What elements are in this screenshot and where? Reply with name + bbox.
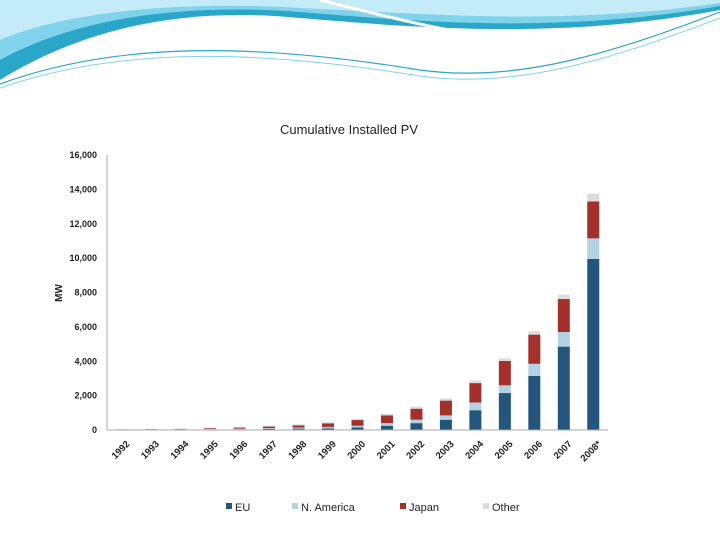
x-tick-label: 2002 (404, 439, 427, 462)
bar-segment-eu-2001 (380, 425, 393, 430)
bar-segment-japan-2000 (351, 420, 364, 426)
legend-swatch (400, 503, 406, 509)
bar-segment-eu-2002 (410, 423, 423, 430)
bar-segment-n-america-1999 (322, 426, 335, 429)
x-tick-label: 1999 (316, 439, 339, 462)
bar-segment-other-2004 (469, 380, 482, 384)
bar-segment-japan-2002 (410, 408, 423, 420)
x-tick-label: 1995 (198, 438, 221, 461)
bar-segment-eu-2005 (498, 393, 511, 430)
x-tick-label: 2000 (345, 439, 368, 462)
y-tick-label: 14,000 (69, 184, 97, 194)
legend-swatch (226, 503, 232, 509)
bar-segment-eu-2008 (587, 258, 600, 430)
x-tick-label: 2004 (463, 438, 486, 461)
bar-segment-n-america-2002 (410, 419, 423, 424)
bar-segment-n-america-2008 (587, 238, 600, 259)
bar-segment-other-1996 (233, 426, 246, 428)
y-tick-label: 12,000 (69, 219, 97, 229)
bar-segment-n-america-1995 (204, 428, 217, 430)
bar-segment-n-america-1998 (292, 427, 305, 429)
bar-segment-japan-2005 (498, 360, 511, 386)
y-tick-label: 6,000 (74, 322, 97, 332)
bar-segment-japan-2007 (557, 299, 570, 333)
bar-segment-other-1998 (292, 424, 305, 426)
y-tick-label: 8,000 (74, 288, 97, 298)
x-tick-label: 1994 (169, 438, 192, 461)
bar-segment-eu-2003 (439, 419, 452, 430)
bar-segment-n-america-2006 (528, 363, 541, 376)
bar-segment-eu-2004 (469, 410, 482, 430)
bar-segment-japan-2006 (528, 334, 541, 364)
bar-segment-n-america-2003 (439, 415, 452, 420)
x-tick-label: 2006 (522, 439, 545, 462)
bar-segment-eu-2007 (557, 346, 570, 430)
legend: EU N. America Japan Other (226, 502, 520, 514)
slide-header-swoosh (0, 0, 720, 89)
x-tick-label: 2008* (579, 439, 605, 465)
y-tick-label: 10,000 (69, 253, 97, 263)
legend-label: Japan (409, 502, 439, 514)
bar-segment-other-1997 (263, 425, 276, 427)
bar-segment-n-america-2001 (380, 423, 393, 426)
y-tick-label: 16,000 (69, 150, 97, 160)
x-tick-label: 2001 (375, 438, 398, 461)
bar-segment-eu-1997 (263, 428, 276, 430)
bar-segment-japan-1997 (263, 426, 276, 429)
bar-segment-japan-1995 (204, 428, 217, 429)
bar-segment-japan-2004 (469, 383, 482, 403)
y-ticks-group: 0 2,000 4,000 6,000 8,000 10,000 12,000 14,000 1… (69, 150, 97, 435)
y-axis-label: MW (54, 284, 65, 302)
bar-segment-japan-2008 (587, 201, 600, 239)
x-tick-label: 1998 (286, 439, 309, 462)
bar-segment-other-2005 (498, 358, 511, 361)
bar-segment-other-2000 (351, 418, 364, 421)
x-tick-label: 2005 (493, 438, 516, 461)
bar-segment-n-america-2004 (469, 402, 482, 411)
bar-segment-eu-1999 (322, 428, 335, 430)
bar-segment-other-1994 (174, 428, 187, 429)
x-tick-label: 2003 (434, 439, 457, 462)
bar-segment-japan-1999 (322, 423, 335, 427)
bar-segment-other-1999 (322, 422, 335, 424)
chart-title: Cumulative Installed PV (280, 122, 418, 137)
bar-segment-n-america-2000 (351, 425, 364, 428)
bar-segment-other-1995 (204, 427, 217, 429)
bars-group (115, 193, 600, 430)
x-tick-label: 1992 (110, 439, 133, 462)
legend-swatch (483, 503, 489, 509)
legend-label: EU (235, 502, 250, 514)
bar-segment-japan-2001 (380, 415, 393, 424)
bar-segment-other-2006 (528, 331, 541, 335)
bar-segment-eu-2000 (351, 427, 364, 430)
y-tick-label: 4,000 (74, 356, 97, 366)
bar-segment-japan-2003 (439, 400, 452, 416)
y-tick-label: 0 (92, 425, 97, 435)
bar-segment-japan-1996 (233, 427, 246, 429)
bar-segment-other-2002 (410, 406, 423, 409)
bar-segment-eu-1998 (292, 428, 305, 430)
x-ticks-group: 1992 1993 1994 1995 1996 1997 1998 1999 2000 2001… (110, 438, 604, 464)
bar-segment-n-america-2005 (498, 385, 511, 394)
bar-segment-n-america-1996 (233, 428, 246, 430)
legend-label: Other (492, 502, 520, 514)
bar-segment-other-2008 (587, 193, 600, 202)
bar-segment-n-america-2007 (557, 332, 570, 347)
x-tick-label: 2007 (552, 439, 575, 462)
bar-segment-other-2003 (439, 398, 452, 401)
legend-swatch (292, 503, 298, 509)
x-tick-label: 1997 (257, 439, 280, 462)
bar-segment-eu-2006 (528, 375, 541, 430)
bar-segment-other-2001 (380, 413, 393, 416)
y-tick-label: 2,000 (74, 391, 97, 401)
x-tick-label: 1996 (228, 439, 251, 462)
x-tick-label: 1993 (139, 439, 162, 462)
bar-segment-japan-1998 (292, 425, 305, 428)
legend-label: N. America (301, 502, 356, 514)
bar-segment-n-america-1997 (263, 428, 276, 429)
bar-segment-other-2007 (557, 294, 570, 300)
